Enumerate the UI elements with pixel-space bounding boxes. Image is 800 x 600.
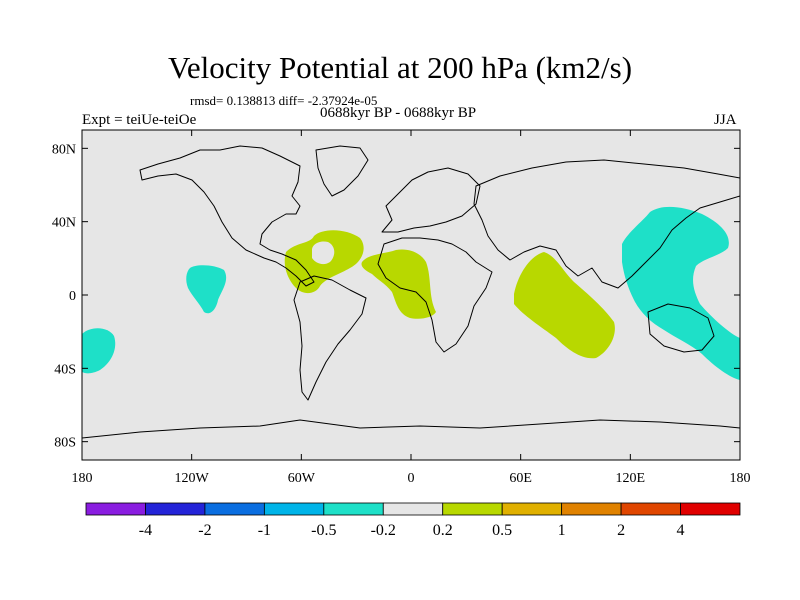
asia-outline	[473, 159, 740, 289]
colorbar-swatch	[263, 502, 325, 516]
colorbar-label: -4	[139, 522, 152, 539]
antarctica-outline	[82, 419, 740, 439]
north-america-outline	[139, 145, 315, 287]
season-label: JJA	[714, 112, 737, 128]
colorbar-swatch	[680, 502, 741, 516]
region-south-pacific-negative	[82, 328, 116, 374]
colorbar-swatch	[323, 502, 384, 516]
lat-tick-label: 40N	[52, 216, 76, 231]
lat-tick-label: 80N	[52, 142, 76, 157]
lon-tick-label: 60E	[509, 471, 532, 486]
colorbar-swatch	[620, 502, 681, 516]
colorbar-label: 0.5	[492, 522, 512, 539]
colorbar-swatch	[204, 502, 265, 516]
europe-outline	[381, 167, 481, 233]
coastlines	[82, 145, 740, 439]
region-west-pacific-negative	[622, 206, 740, 380]
lon-tick-label: 120W	[175, 471, 210, 486]
lon-tick-label: 120E	[616, 471, 646, 486]
lon-tick-label: 180	[730, 471, 751, 486]
lat-tick-label: 0	[69, 289, 76, 304]
lon-tick-label: 0	[408, 471, 415, 486]
colorbar-swatch	[382, 502, 444, 516]
colorbar-label: -0.5	[311, 522, 336, 539]
colorbar-label: 4	[677, 522, 685, 539]
colorbar-label: -0.2	[371, 522, 396, 539]
lat-tick-label: 80S	[54, 436, 76, 451]
africa-outline	[377, 237, 493, 353]
lon-tick-label: 60W	[288, 471, 316, 486]
region-north-pacific-negative	[186, 265, 227, 314]
greenland-outline	[315, 145, 369, 197]
page-title: Velocity Potential at 200 hPa (km2/s)	[167, 50, 633, 85]
lon-tick-label: 180	[72, 471, 93, 486]
australia-outline	[647, 303, 715, 353]
colorbar: -4 -2 -1 -0.5 -0.2 0.2 0.5 1 2 4	[85, 502, 741, 539]
colorbar-swatch	[561, 502, 622, 516]
latitude-axis: 80N 40N 0 40S 80S	[52, 142, 740, 451]
period-label: 0688kyr BP - 0688kyr BP	[320, 105, 477, 121]
colorbar-label: -2	[198, 522, 211, 539]
colorbar-swatch	[85, 502, 146, 516]
lat-tick-label: 40S	[54, 362, 76, 377]
region-indian-ocean-positive	[514, 252, 615, 359]
longitude-axis: 180 120W 60W 0 60E 120E 180	[72, 130, 751, 486]
experiment-label: Expt = teiUe-teiOe	[82, 112, 197, 128]
anomaly-layer	[82, 206, 740, 380]
south-america-outline	[293, 275, 367, 401]
colorbar-swatch	[442, 502, 503, 516]
colorbar-label: -1	[258, 522, 271, 539]
colorbar-label: 2	[617, 522, 625, 539]
colorbar-swatch	[145, 502, 206, 516]
region-caribbean-positive	[284, 230, 364, 294]
stats-label: rmsd= 0.138813 diff= -2.37924e-05	[190, 93, 378, 108]
colorbar-label: 1	[558, 522, 566, 539]
colorbar-label: 0.2	[433, 522, 453, 539]
colorbar-swatch	[501, 502, 563, 516]
